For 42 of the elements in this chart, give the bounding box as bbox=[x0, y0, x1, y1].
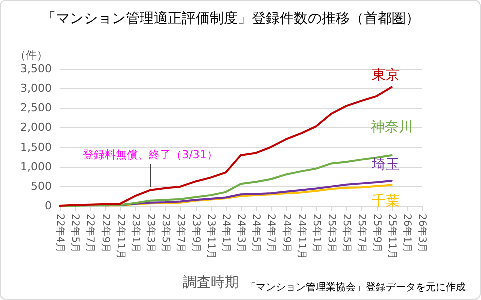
x-tick-label: 22年4月 bbox=[54, 214, 66, 254]
series-label: 埼玉 bbox=[370, 156, 400, 173]
x-tick-label: 24年3月 bbox=[236, 214, 248, 254]
text: 「マンション管理業協会」登録データを元に作成 bbox=[246, 282, 466, 294]
y-tick-label: 3,500 bbox=[20, 62, 52, 76]
x-tick-label: 23年11月 bbox=[205, 214, 218, 260]
x-tick-label: 23年9月 bbox=[190, 214, 202, 254]
x-tick-label: 23年1月 bbox=[130, 214, 142, 254]
y-tick-label: 2,000 bbox=[20, 121, 52, 134]
x-tick-label: 25年11月 bbox=[386, 214, 398, 260]
x-tick-label: 24年1月 bbox=[220, 214, 232, 254]
series-label: 神奈川 bbox=[370, 120, 413, 136]
x-tick-label: 23年7月 bbox=[175, 214, 188, 254]
y-axis-title: （件） bbox=[15, 49, 48, 62]
x-tick-label: 23年3月 bbox=[145, 214, 157, 254]
x-tick-label: 25年1月 bbox=[310, 214, 323, 254]
y-tick-label: 0 bbox=[45, 200, 52, 212]
x-tick-label: 26年3月 bbox=[416, 214, 428, 254]
x-tick-label: 26年1月 bbox=[401, 214, 414, 254]
y-tick-label: 500 bbox=[31, 180, 52, 193]
x-tick-label: 22年5月 bbox=[70, 214, 82, 254]
y-tick-label: 3,000 bbox=[20, 82, 52, 96]
x-tick-label: 24年9月 bbox=[280, 214, 293, 254]
x-tick-label: 25年9月 bbox=[371, 214, 384, 254]
series-label: 東京 bbox=[372, 67, 400, 84]
x-tick-label: 24年7月 bbox=[266, 214, 278, 254]
y-tick-label: 2,500 bbox=[20, 102, 52, 115]
x-tick-label: 22年7月 bbox=[84, 214, 97, 254]
x-tick-label: 25年7月 bbox=[356, 214, 368, 254]
x-tick-label: 25年5月 bbox=[341, 214, 354, 254]
chart-title: 「マンション管理適正評価制度」登録件数の推移（首都圏） bbox=[42, 11, 420, 27]
x-axis-title: 調査時期 bbox=[183, 275, 239, 291]
x-tick-label: 23年5月 bbox=[160, 214, 172, 254]
x-tick-label: 22年11月 bbox=[114, 214, 127, 260]
series-label: 千葉 bbox=[372, 193, 400, 210]
y-tick-label: 1,000 bbox=[20, 160, 52, 174]
annotation: 登録料無償、終了（3/31） bbox=[83, 148, 218, 162]
x-tick-label: 22年9月 bbox=[100, 214, 112, 254]
x-tick-label: 25年3月 bbox=[326, 214, 338, 254]
x-tick-label: 24年11月 bbox=[296, 214, 308, 260]
x-tick-label: 24年5月 bbox=[250, 214, 263, 254]
y-tick-label: 1,500 bbox=[20, 140, 52, 154]
